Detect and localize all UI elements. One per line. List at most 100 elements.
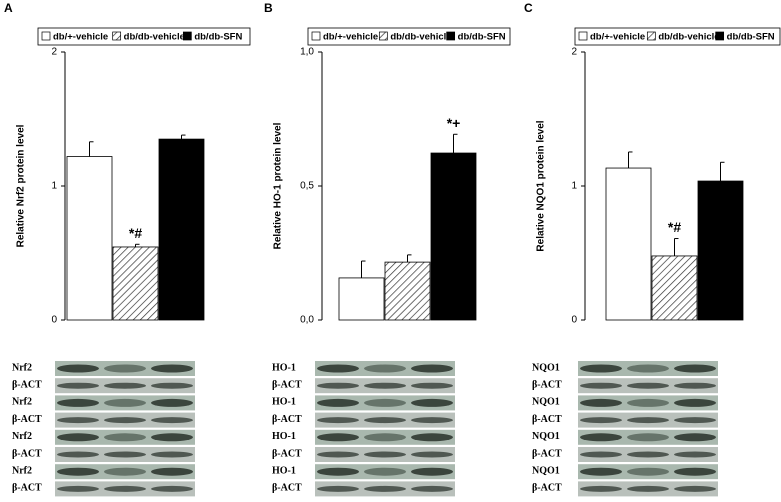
blot-band (57, 364, 99, 373)
legend-label: db/+-vehicle (323, 32, 378, 43)
blot-band (151, 467, 193, 476)
legend-swatch (715, 31, 725, 41)
blot-band (104, 451, 146, 458)
blot-band (104, 417, 146, 424)
blot-band (411, 433, 453, 442)
blot-band (674, 398, 716, 407)
blot-band (317, 417, 359, 424)
blot-label: β-ACT (532, 483, 562, 494)
legend-swatch (311, 31, 321, 41)
legend-swatch (578, 31, 588, 41)
annotation: *# (129, 225, 142, 241)
blot-band (364, 433, 406, 442)
legend-box (574, 27, 781, 46)
blot-band (104, 485, 146, 492)
blot-band (580, 382, 622, 389)
blot-band (364, 451, 406, 458)
error-bar (674, 238, 679, 256)
blot-band (317, 433, 359, 442)
blot-label: HO-1 (272, 465, 296, 476)
blot-label: β-ACT (272, 483, 302, 494)
bar (112, 246, 159, 321)
blot-band (104, 433, 146, 442)
blot-band (674, 467, 716, 476)
legend-swatch (378, 31, 388, 41)
error-bar (361, 260, 366, 278)
blot-band (104, 382, 146, 389)
blot-label: Nrf2 (12, 397, 32, 408)
blot-label: Nrf2 (12, 465, 32, 476)
bar (697, 180, 744, 321)
annotation: *+ (447, 115, 461, 131)
blot-band (674, 364, 716, 373)
y-tick-label: 1 (51, 181, 57, 192)
error-bar (628, 151, 633, 169)
blot-band (411, 382, 453, 389)
legend-label: db/+-vehicle (590, 32, 645, 43)
blot-label: β-ACT (272, 448, 302, 459)
blot-band (580, 485, 622, 492)
y-tick-label: 2 (571, 47, 577, 58)
blot-label: NQO1 (532, 397, 560, 408)
blot-band (674, 417, 716, 424)
blot-label: β-ACT (532, 379, 562, 390)
blot-band (317, 398, 359, 407)
blot-label: NQO1 (532, 431, 560, 442)
blot-band (627, 451, 669, 458)
blot-label: Nrf2 (12, 431, 32, 442)
y-tick-label: 0,5 (300, 181, 314, 192)
legend-swatch (646, 31, 656, 41)
error-bar (135, 243, 140, 247)
blot-label: Nrf2 (12, 362, 32, 373)
blot-band (674, 382, 716, 389)
blot-label: β-ACT (272, 414, 302, 425)
blot-band (57, 451, 99, 458)
blot-band (627, 467, 669, 476)
blot-band (627, 433, 669, 442)
error-bar (453, 133, 458, 154)
blot-label: HO-1 (272, 397, 296, 408)
blot-band (57, 382, 99, 389)
bar (66, 156, 113, 321)
blot-band (411, 485, 453, 492)
y-axis-label: Relative HO-1 protein level (273, 122, 284, 249)
blot-band (317, 364, 359, 373)
blot-band (151, 417, 193, 424)
blot-band (317, 485, 359, 492)
legend-label: db/db-SFN (727, 32, 775, 43)
blot-label: β-ACT (12, 448, 42, 459)
blot-label: β-ACT (12, 483, 42, 494)
blot-label: NQO1 (532, 362, 560, 373)
blot-band (627, 382, 669, 389)
blot-label: β-ACT (532, 448, 562, 459)
legend-label: db/+-vehicle (53, 32, 108, 43)
blot-label: HO-1 (272, 362, 296, 373)
bar (338, 277, 385, 321)
blot-band (364, 382, 406, 389)
y-tick-label: 0 (51, 315, 57, 326)
blot-band (151, 433, 193, 442)
blot-band (627, 398, 669, 407)
legend-label: db/db-vehicle (658, 32, 719, 43)
y-tick-label: 1,0 (300, 47, 314, 58)
blot-band (674, 485, 716, 492)
blot-band (151, 451, 193, 458)
legend-swatch (112, 31, 122, 41)
blot-band (57, 417, 99, 424)
legend-swatch (446, 31, 456, 41)
legend-label: db/db-vehicle (124, 32, 185, 43)
blot-band (580, 467, 622, 476)
annotation: *# (668, 219, 681, 235)
error-bar (720, 161, 725, 182)
blot-band (411, 398, 453, 407)
blot-band (580, 451, 622, 458)
blot-band (580, 433, 622, 442)
y-axis-label: Relative NQO1 protein level (536, 120, 547, 251)
blot-band (627, 364, 669, 373)
error-bar (181, 134, 186, 140)
blot-band (411, 451, 453, 458)
y-axis-label: Relative Nrf2 protein level (16, 124, 27, 247)
panel-label: C (524, 1, 533, 15)
legend-box (37, 27, 251, 46)
